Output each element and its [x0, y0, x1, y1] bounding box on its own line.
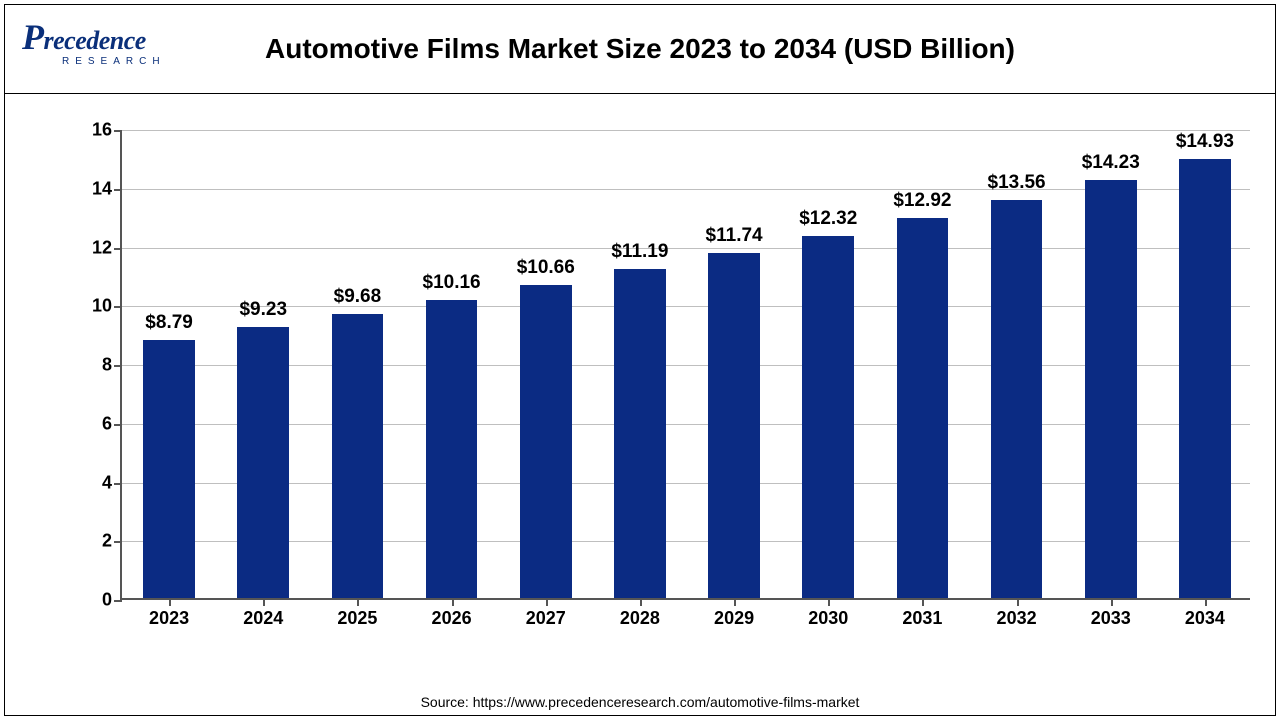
- bar-value-label: $13.56: [988, 172, 1046, 194]
- gridline: [122, 541, 1250, 542]
- x-axis-label: 2033: [1091, 608, 1131, 629]
- bar: [237, 327, 289, 598]
- bar: [614, 269, 666, 598]
- x-axis-label: 2029: [714, 608, 754, 629]
- source-text: Source: https://www.precedenceresearch.c…: [0, 694, 1280, 710]
- bar: [802, 236, 854, 598]
- x-axis-label: 2031: [902, 608, 942, 629]
- x-axis-label: 2032: [997, 608, 1037, 629]
- x-axis-label: 2028: [620, 608, 660, 629]
- bar-value-label: $11.19: [611, 241, 668, 263]
- bar: [426, 300, 478, 598]
- logo-text: Precedence: [22, 16, 166, 58]
- x-axis-label: 2034: [1185, 608, 1225, 629]
- y-axis-label: 14: [82, 178, 112, 199]
- bar-value-label: $9.23: [239, 299, 287, 321]
- gridline: [122, 130, 1250, 131]
- x-tick: [922, 598, 924, 606]
- y-tick: [114, 248, 122, 250]
- x-tick: [734, 598, 736, 606]
- x-tick: [263, 598, 265, 606]
- x-axis-label: 2027: [526, 608, 566, 629]
- y-axis-label: 8: [82, 355, 112, 376]
- bar-value-label: $9.68: [334, 286, 382, 308]
- y-axis-label: 0: [82, 590, 112, 611]
- y-tick: [114, 306, 122, 308]
- x-tick: [357, 598, 359, 606]
- x-tick: [1205, 598, 1207, 606]
- y-tick: [114, 365, 122, 367]
- y-axis-label: 4: [82, 472, 112, 493]
- x-axis-label: 2023: [149, 608, 189, 629]
- bar-value-label: $8.79: [145, 312, 193, 334]
- x-axis-label: 2024: [243, 608, 283, 629]
- gridline: [122, 424, 1250, 425]
- bar-value-label: $11.74: [706, 225, 763, 247]
- gridline: [122, 365, 1250, 366]
- x-tick: [169, 598, 171, 606]
- plot-area: 0246810121416$8.792023$9.232024$9.682025…: [120, 130, 1250, 600]
- y-tick: [114, 541, 122, 543]
- y-axis-label: 6: [82, 413, 112, 434]
- bar-value-label: $12.32: [799, 208, 857, 230]
- x-tick: [1111, 598, 1113, 606]
- logo-subtext: RESEARCH: [62, 56, 166, 67]
- chart-area: 0246810121416$8.792023$9.232024$9.682025…: [80, 130, 1250, 640]
- bar: [332, 314, 384, 598]
- bar: [143, 340, 195, 598]
- gridline: [122, 483, 1250, 484]
- y-tick: [114, 483, 122, 485]
- y-tick: [114, 600, 122, 602]
- x-tick: [452, 598, 454, 606]
- y-axis-label: 10: [82, 296, 112, 317]
- bar: [708, 253, 760, 598]
- bar-value-label: $10.66: [517, 257, 575, 279]
- x-axis-label: 2025: [337, 608, 377, 629]
- bar: [1085, 180, 1137, 598]
- header: Precedence RESEARCH Automotive Films Mar…: [4, 4, 1276, 94]
- bar-value-label: $10.16: [423, 272, 481, 294]
- bar-value-label: $12.92: [893, 190, 951, 212]
- logo: Precedence RESEARCH: [22, 16, 166, 67]
- gridline: [122, 306, 1250, 307]
- x-tick: [828, 598, 830, 606]
- bar: [1179, 159, 1231, 598]
- y-tick: [114, 424, 122, 426]
- bar-value-label: $14.93: [1176, 131, 1234, 153]
- bar: [991, 200, 1043, 598]
- gridline: [122, 248, 1250, 249]
- y-axis-label: 2: [82, 531, 112, 552]
- gridline: [122, 189, 1250, 190]
- x-tick: [546, 598, 548, 606]
- bar: [897, 218, 949, 598]
- y-tick: [114, 130, 122, 132]
- x-axis-label: 2030: [808, 608, 848, 629]
- x-tick: [640, 598, 642, 606]
- x-axis-label: 2026: [432, 608, 472, 629]
- chart-title: Automotive Films Market Size 2023 to 203…: [4, 33, 1276, 65]
- bar: [520, 285, 572, 598]
- x-tick: [1017, 598, 1019, 606]
- y-tick: [114, 189, 122, 191]
- y-axis-label: 12: [82, 237, 112, 258]
- y-axis-label: 16: [82, 120, 112, 141]
- bar-value-label: $14.23: [1082, 152, 1140, 174]
